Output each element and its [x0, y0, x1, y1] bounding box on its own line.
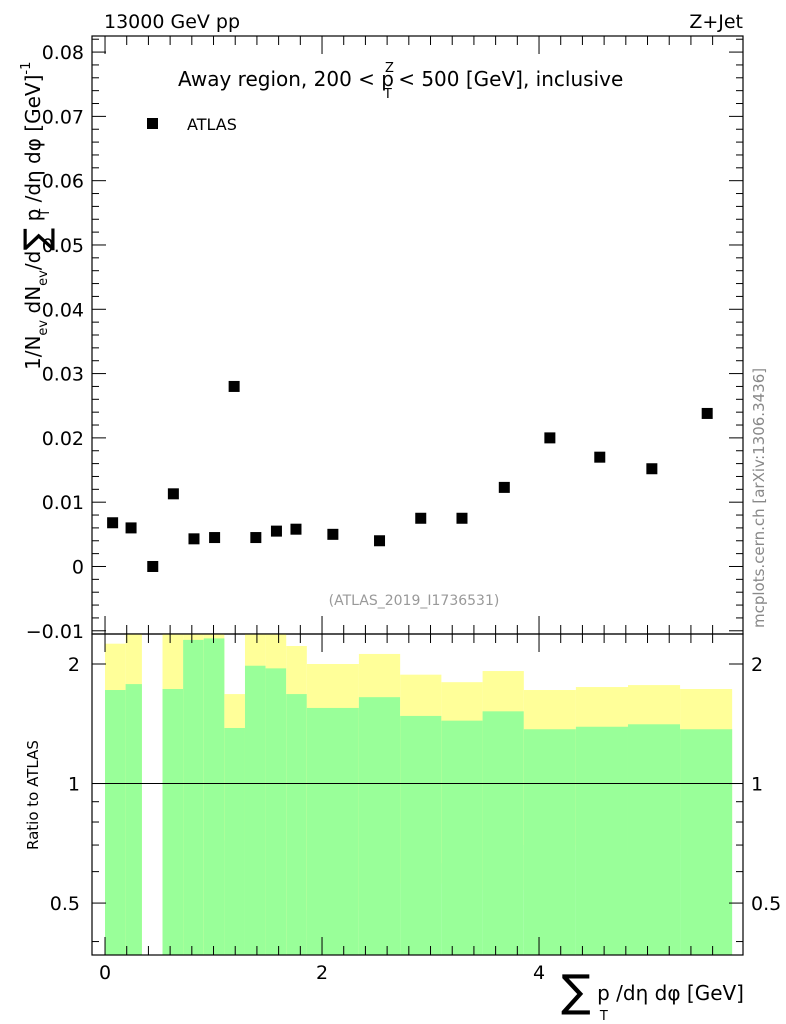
y-tick-label: 0.03	[42, 364, 84, 386]
source-label: mcplots.cern.ch [arXiv:1306.3436]	[750, 368, 768, 628]
legend-marker-atlas	[147, 118, 158, 129]
data-point	[250, 532, 262, 544]
y-tick-label: 0.06	[42, 171, 84, 193]
x-tick-label: 0	[99, 962, 111, 984]
inner-uncertainty-band	[680, 729, 733, 955]
inner-uncertainty-band	[183, 639, 204, 955]
data-point	[498, 481, 510, 493]
inner-uncertainty-band	[203, 638, 225, 955]
inner-uncertainty-band	[306, 707, 359, 955]
inner-uncertainty-band	[441, 720, 483, 955]
legend-label-atlas: ATLAS	[187, 115, 237, 134]
data-point	[270, 525, 282, 537]
inner-uncertainty-band	[523, 729, 576, 955]
data-point	[594, 451, 606, 463]
inner-uncertainty-band	[125, 684, 142, 955]
y-tick-label: 0.02	[42, 428, 84, 450]
ratio-y-tick-label-right: 2	[751, 654, 763, 676]
inner-uncertainty-band	[105, 690, 126, 955]
inner-uncertainty-band	[575, 726, 628, 955]
ratio-y-tick-label: 2	[68, 654, 80, 676]
data-point	[646, 463, 658, 475]
y-tick-label: 0.07	[42, 106, 84, 128]
y-axis-label: 1/Nev dNev/d∑ pT /dη dφ [GeV]-1	[17, 62, 57, 370]
y-tick-label: 0.08	[42, 42, 84, 64]
ratio-y-tick-label-right: 0.5	[751, 893, 781, 915]
data-point	[167, 488, 179, 500]
uncertainty-bands	[105, 634, 733, 955]
y-axis-ticks: −0.01 0 0.01 0.02 0.03 0.04 0.05 0.06 0.07 0.08	[26, 38, 743, 643]
analysis-watermark: (ATLAS_2019_I1736531)	[329, 593, 500, 609]
inner-uncertainty-band	[627, 724, 681, 955]
data-point	[415, 512, 427, 524]
inner-uncertainty-band	[358, 697, 401, 955]
data-point	[209, 532, 221, 544]
data-point	[374, 535, 386, 547]
y-tick-label: 0.05	[42, 235, 84, 257]
x-tick-label: 2	[316, 962, 328, 984]
inner-uncertainty-band	[265, 668, 287, 955]
x-tick-label: 4	[533, 962, 545, 984]
inner-uncertainty-band	[244, 665, 266, 955]
data-point	[327, 528, 339, 540]
inner-uncertainty-band	[400, 715, 442, 955]
inner-uncertainty-band	[162, 689, 184, 955]
main-panel: −0.01 0 0.01 0.02 0.03 0.04 0.05 0.06 0.07 0.08 A…	[17, 35, 744, 643]
y-tick-label: −0.01	[26, 621, 84, 643]
ratio-y-axis-label: Ratio to ATLAS	[24, 740, 42, 850]
y-tick-label: 0.01	[42, 492, 84, 514]
ratio-y-tick-label: 0.5	[50, 893, 80, 915]
data-point	[147, 560, 159, 572]
ratio-x-axis-ticks: 0 2 4	[99, 634, 714, 984]
y-tick-label: 0	[72, 556, 84, 578]
x-axis-ticks	[104, 36, 714, 634]
inner-uncertainty-band	[286, 694, 307, 955]
energy-label: 13000 GeV pp	[104, 11, 240, 33]
data-point	[701, 407, 713, 419]
data-point	[188, 533, 200, 545]
data-point	[544, 432, 556, 444]
inner-uncertainty-band	[482, 711, 524, 955]
data-point	[290, 523, 302, 535]
data-point	[456, 512, 468, 524]
data-points	[107, 380, 713, 572]
ratio-y-axis-ticks: 0.5 0.5 1 1 2 2	[50, 654, 781, 943]
y-tick-label: 0.04	[42, 299, 84, 321]
data-point	[125, 522, 137, 534]
ratio-y-tick-label: 1	[68, 774, 80, 796]
data-point	[228, 380, 240, 392]
ratio-frame	[91, 633, 744, 956]
chart-title: Away region, 200 < pZ T < 500 [GeV], incl…	[178, 61, 623, 102]
inner-uncertainty-band	[224, 727, 245, 955]
process-label: Z+Jet	[689, 11, 743, 33]
ratio-y-tick-label-right: 1	[751, 774, 763, 796]
data-point	[107, 517, 119, 529]
